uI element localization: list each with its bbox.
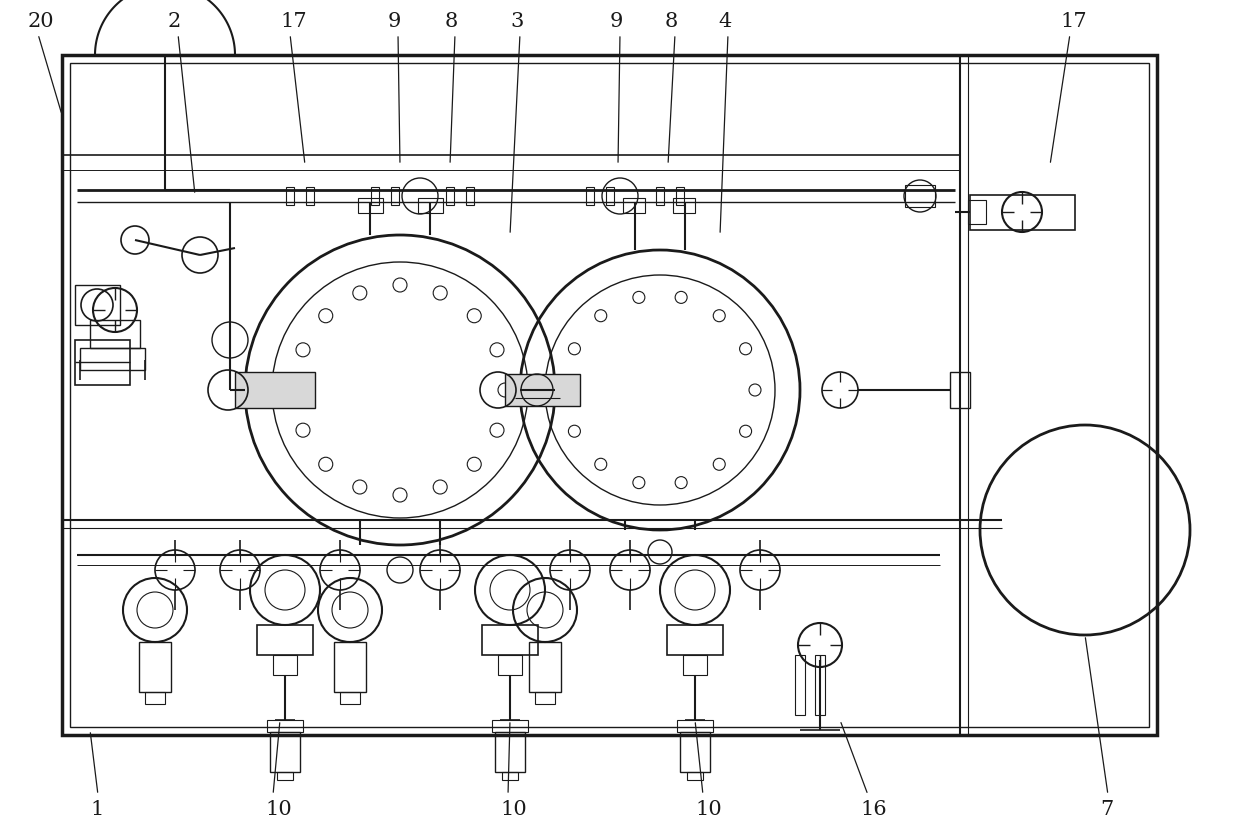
Bar [968,200,986,224]
Text: 10: 10 [265,800,291,819]
Bar [466,187,474,205]
Bar [687,772,703,780]
Text: 8: 8 [445,12,459,31]
Bar [534,692,556,704]
Bar [815,655,825,715]
Bar [505,374,580,406]
Bar [587,187,594,205]
Text: 8: 8 [665,12,678,31]
Bar [74,340,130,385]
Bar [306,187,314,205]
Text: 1: 1 [91,800,103,819]
Bar [277,772,293,780]
Text: 9: 9 [610,12,624,31]
Bar [91,320,140,348]
Bar [673,198,694,213]
Text: 2: 2 [167,12,181,31]
Text: 17: 17 [280,12,306,31]
Bar [446,187,454,205]
Text: 17: 17 [1060,12,1086,31]
Text: 7: 7 [1100,800,1114,819]
Bar [498,655,522,675]
Bar [680,732,711,772]
Bar [358,198,383,213]
Bar [492,720,528,732]
Bar [529,642,560,692]
Text: 3: 3 [510,12,523,31]
Bar [139,642,171,692]
Bar [676,187,684,205]
Bar [391,187,399,205]
Text: 9: 9 [388,12,402,31]
Bar [495,732,525,772]
Bar [236,372,315,408]
Bar [606,187,614,205]
Bar [795,655,805,715]
Bar [622,198,645,213]
Bar [371,187,379,205]
Bar [273,655,298,675]
Text: 16: 16 [861,800,887,819]
Bar [667,625,723,655]
Bar [257,625,312,655]
Bar [267,720,303,732]
Bar [69,63,1149,727]
Bar [418,198,443,213]
Bar [502,772,518,780]
Text: 4: 4 [718,12,732,31]
Bar [145,692,165,704]
Bar [683,655,707,675]
Bar [340,692,360,704]
Bar [905,185,935,207]
Bar [656,187,663,205]
Bar [334,642,366,692]
Bar [950,372,970,408]
Text: 20: 20 [29,12,55,31]
Bar [677,720,713,732]
Bar [270,732,300,772]
Bar [74,285,120,325]
Bar [286,187,294,205]
Text: 10: 10 [694,800,722,819]
Text: 10: 10 [500,800,527,819]
Bar [970,195,1075,230]
Bar [62,55,1157,735]
Bar [81,348,145,370]
Bar [482,625,538,655]
